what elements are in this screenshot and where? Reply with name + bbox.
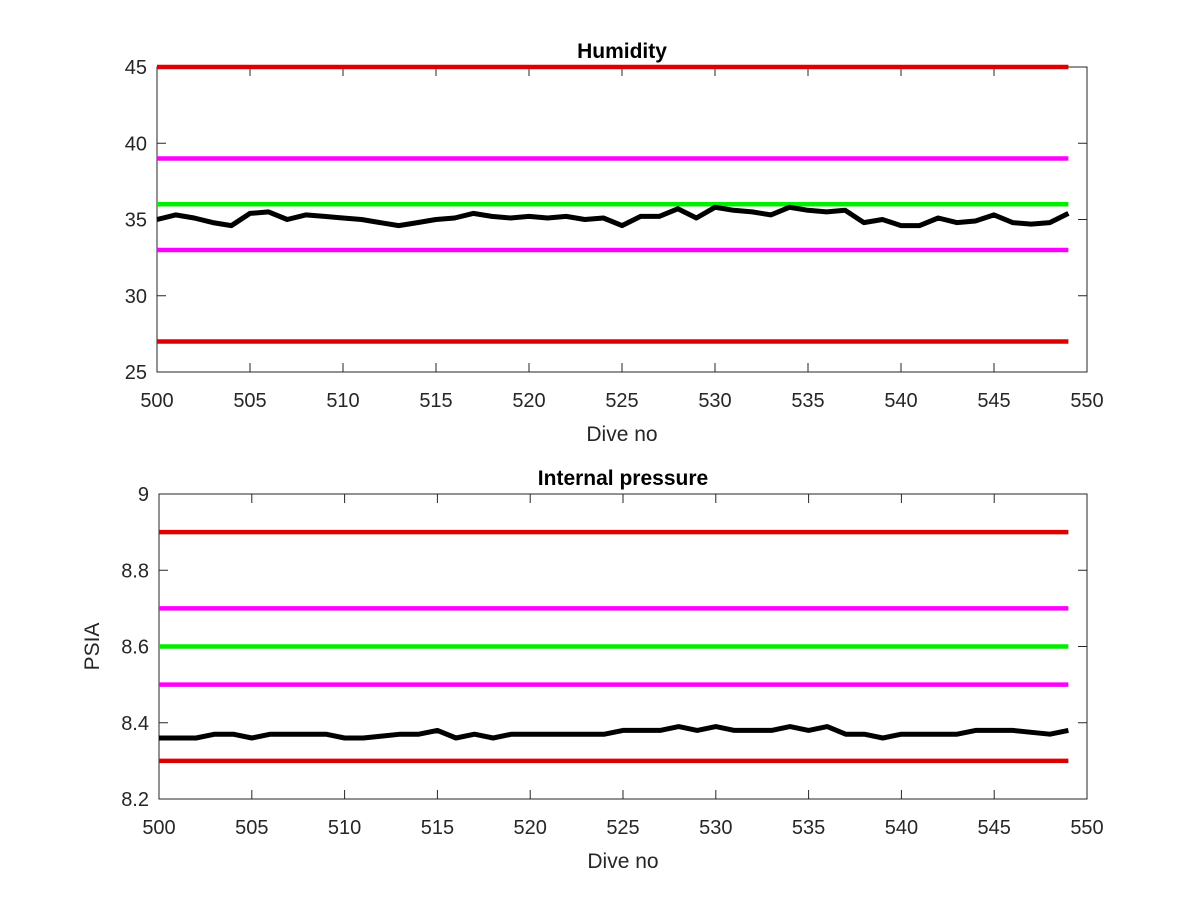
y-tick-label: 9 [138,484,149,506]
x-tick-label: 510 [328,817,361,839]
x-tick-label: 550 [1070,390,1103,412]
x-tick-label: 535 [791,390,824,412]
x-tick-label: 515 [421,817,454,839]
x-tick-label: 500 [142,817,175,839]
y-tick-label: 8.2 [121,789,149,811]
y-tick-label: 25 [125,362,147,384]
data-series-line [159,724,1069,741]
y-tick-label: 8.8 [121,560,149,582]
y-axis-label: PSIA [81,623,104,671]
data-series-line [156,204,1070,229]
internal-pressure-chart: 500 505 510 515 520 525 530 535 540 545 550 8.2 8.4 8… [81,467,1104,873]
y-tick-label: 35 [125,210,147,232]
humidity-chart: 500 505 510 515 520 525 530 535 540 545 550 25 30 35 4… [125,40,1104,446]
x-tick-label: 530 [698,390,731,412]
x-tick-label: 510 [326,390,359,412]
y-tick-label: 45 [125,57,147,79]
y-tick-label: 8.6 [121,637,149,659]
x-tick-label: 540 [885,817,918,839]
x-axis-label: Dive no [586,423,657,446]
x-tick-label: 535 [792,817,825,839]
y-tick-label: 8.4 [121,713,149,735]
x-tick-label: 550 [1070,817,1103,839]
y-tick-label: 30 [125,286,147,308]
x-tick-label: 530 [699,817,732,839]
y-tick-label: 40 [125,133,147,155]
x-tick-label: 520 [514,817,547,839]
x-tick-label: 505 [235,817,268,839]
x-tick-label: 545 [977,390,1010,412]
x-tick-label: 540 [884,390,917,412]
x-axis-label: Dive no [587,850,658,873]
chart-title: Internal pressure [538,467,708,490]
x-tick-label: 520 [512,390,545,412]
x-tick-label: 545 [978,817,1011,839]
x-tick-label: 515 [419,390,452,412]
chart-title: Humidity [577,40,667,63]
x-tick-label: 500 [140,390,173,412]
x-tick-label: 505 [233,390,266,412]
x-tick-label: 525 [606,817,639,839]
x-tick-label: 525 [605,390,638,412]
